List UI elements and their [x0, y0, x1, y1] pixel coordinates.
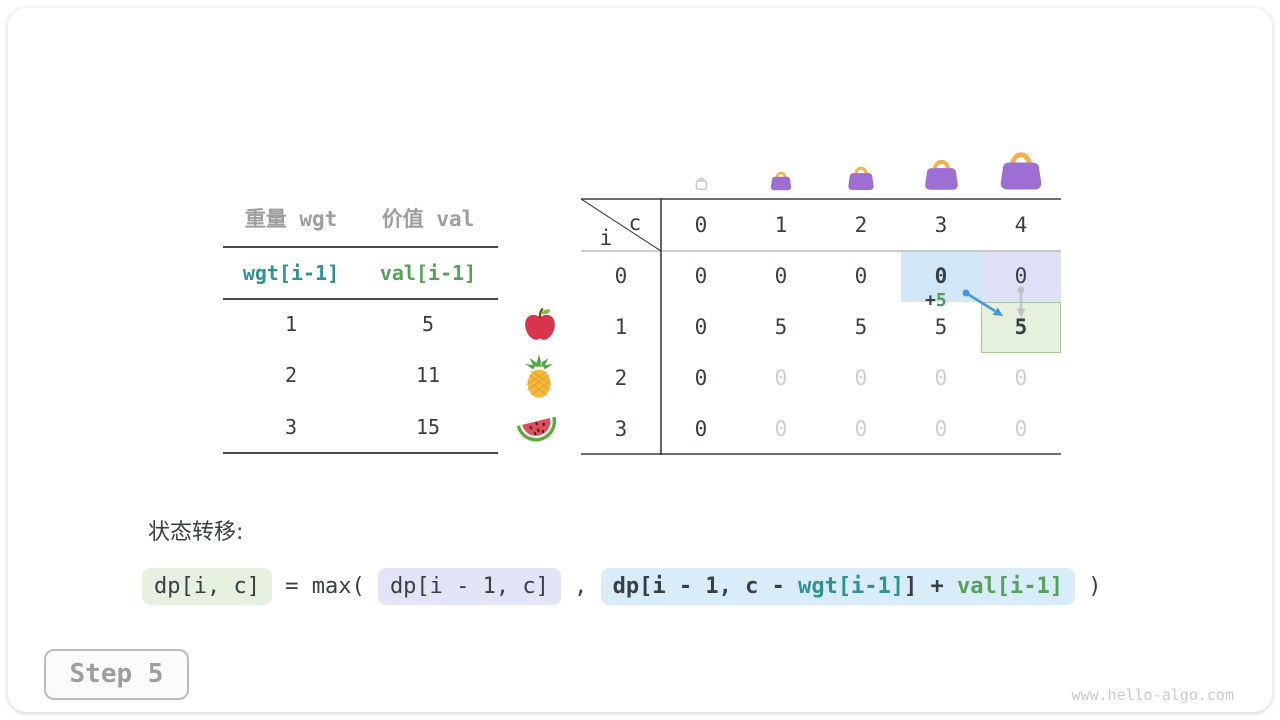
items-table-rule-bottom	[223, 452, 498, 454]
formula-take-mid: ] +	[904, 574, 958, 599]
figure-card: 重量 wgt 价值 val wgt[i-1] val[i-1] 1 5 2 11 3 15	[8, 8, 1272, 712]
items-col-value-header: 价值 val	[381, 207, 475, 231]
dp-cell-2-0: 0	[694, 366, 708, 390]
dp-cell-1-4: 5	[981, 302, 1061, 353]
bag-icon-capacity-1	[769, 168, 793, 195]
dp-cell-1-0: 0	[694, 315, 708, 339]
dp-cell-3-3: 0	[934, 417, 948, 441]
items-val-index-label: val[i-1]	[379, 261, 477, 285]
dp-col-header-4: 4	[1014, 213, 1028, 237]
items-table-rule-top	[223, 246, 498, 248]
dp-row-header-1: 1	[614, 315, 628, 339]
formula-val-term: val[i-1]	[957, 574, 1063, 599]
dp-corner-row-label: i	[599, 226, 613, 250]
items-wgt-index-label: wgt[i-1]	[242, 261, 340, 285]
item-value-value: 15	[415, 414, 441, 439]
formula-equals-max: = max(	[271, 574, 378, 599]
formula-comma: ,	[560, 574, 601, 599]
dp-col-header-1: 1	[774, 213, 788, 237]
formula-take-prefix: dp[i - 1, c -	[612, 574, 799, 599]
dp-cell-0-0: 0	[694, 264, 708, 288]
pineapple-icon	[522, 354, 556, 404]
dp-cell-2-2: 0	[854, 366, 868, 390]
dp-col-header-2: 2	[854, 213, 868, 237]
annotation-value: 5	[935, 290, 947, 311]
empty-bag-icon-capacity-0	[693, 174, 710, 195]
items-col-weight-header: 重量 wgt	[244, 207, 338, 231]
dp-cell-3-4: 0	[1014, 417, 1028, 441]
dp-row-header-0: 0	[614, 264, 628, 288]
plus-value-annotation: +5	[925, 290, 947, 311]
dp-col-header-3: 3	[934, 213, 948, 237]
item-weight-value: 2	[284, 363, 298, 388]
watermelon-icon	[514, 408, 560, 452]
dp-cell-0-4: 0	[981, 251, 1061, 302]
state-transition-formula: dp[i, c] = max( dp[i - 1, c] , dp[i - 1,…	[142, 568, 1102, 605]
item-value-value: 5	[421, 312, 435, 336]
dp-cell-1-3: 5	[934, 315, 948, 339]
step-badge: Step 5	[44, 649, 189, 700]
formula-take-chip: dp[i - 1, c - wgt[i-1]] + val[i-1]	[600, 568, 1075, 605]
dp-cell-3-1: 0	[774, 417, 788, 441]
dp-cell-1-1: 5	[774, 315, 788, 339]
bag-icon-capacity-3	[922, 154, 961, 195]
dp-cell-2-4: 0	[1014, 366, 1028, 390]
formula-lhs-chip: dp[i, c]	[142, 568, 272, 605]
item-value-value: 11	[415, 363, 441, 388]
dp-cell-0-1: 0	[774, 264, 788, 288]
bag-icon-capacity-2	[846, 162, 876, 195]
dp-cell-3-2: 0	[854, 417, 868, 441]
formula-close-paren: )	[1075, 574, 1102, 599]
formula-keep-chip: dp[i - 1, c]	[377, 568, 561, 605]
apple-icon	[521, 304, 559, 348]
dp-cell-0-2: 0	[854, 264, 868, 288]
dp-col-header-0: 0	[694, 213, 708, 237]
dp-cell-3-0: 0	[694, 417, 708, 441]
dp-cell-2-1: 0	[774, 366, 788, 390]
annotation-plus-sign: +	[925, 290, 936, 311]
dp-row-header-2: 2	[614, 366, 628, 390]
state-transition-label: 状态转移:	[148, 520, 244, 545]
dp-corner-col-label: c	[628, 211, 642, 235]
formula-wgt-term: wgt[i-1]	[798, 574, 905, 599]
bag-icon-capacity-4	[997, 145, 1045, 195]
dp-cell-1-2: 5	[854, 315, 868, 339]
item-weight-value: 3	[284, 414, 298, 439]
watermark: www.hello-algo.com	[1071, 686, 1234, 704]
dp-row-header-3: 3	[614, 417, 628, 441]
items-table-rule-mid	[223, 298, 498, 300]
item-weight-value: 1	[284, 312, 298, 336]
dp-cell-2-3: 0	[934, 366, 948, 390]
